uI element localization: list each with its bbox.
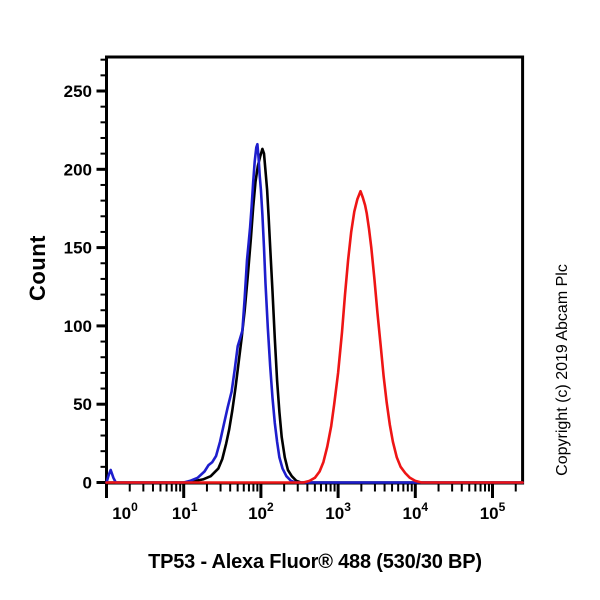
y-axis-tick-label: 0	[83, 474, 92, 493]
y-axis-tick-label: 100	[64, 317, 92, 336]
x-axis-tick-label: 103	[325, 500, 351, 523]
x-axis-tick-label: 100	[112, 500, 138, 523]
y-axis-tick-labels: 0 50 100 150 200 250	[64, 82, 92, 493]
x-axis-tick-label: 105	[480, 500, 506, 523]
copyright-notice: Copyright (c) 2019 Abcam Plc	[554, 264, 571, 476]
y-axis-tick-label: 200	[64, 160, 92, 179]
histogram-curves	[105, 142, 524, 484]
x-axis-tick-label: 102	[248, 500, 274, 523]
y-axis-tick-label: 250	[64, 82, 92, 101]
curve-blue	[105, 142, 524, 484]
x-axis-ticks	[105, 483, 517, 498]
y-axis-title: Count	[25, 234, 50, 302]
x-axis-tick-label: 101	[172, 500, 198, 523]
y-axis-tick-label: 150	[64, 239, 92, 258]
x-axis-tick-labels: 100 101 102 103 104 105	[112, 500, 505, 523]
plot-frame	[105, 55, 525, 485]
curve-red	[105, 189, 524, 484]
x-axis-title: TP53 - Alexa Fluor® 488 (530/30 BP)	[148, 551, 482, 573]
y-axis-tick-label: 50	[73, 395, 92, 414]
x-axis-tick-label: 104	[402, 500, 428, 523]
curve-black	[105, 147, 524, 484]
y-axis-ticks	[96, 58, 107, 484]
